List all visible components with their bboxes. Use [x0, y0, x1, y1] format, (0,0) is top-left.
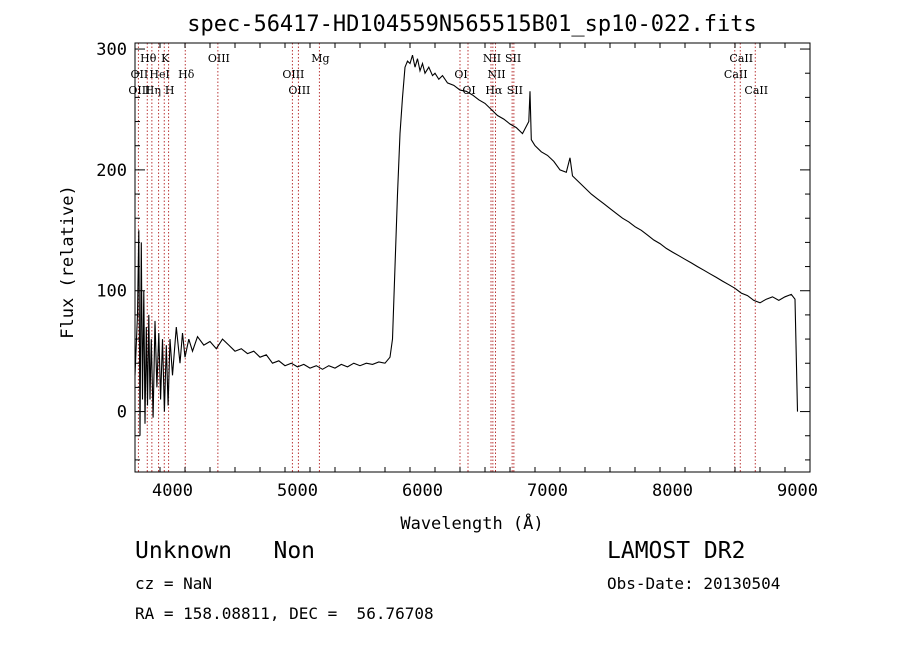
x-tick-label: 6000 — [402, 481, 443, 501]
obs-date-label: Obs-Date: 20130504 — [607, 574, 781, 593]
spectral-line-label: CaII — [724, 68, 748, 81]
spectral-line-label: SII — [505, 52, 521, 65]
spectral-line-label: Hα — [485, 84, 503, 97]
spectral-line-label: OIII — [208, 52, 230, 65]
spectral-line-label: H — [165, 84, 175, 97]
x-tick-label: 9000 — [777, 481, 818, 501]
spectral-line-label: OIII — [288, 84, 310, 97]
spectral-line-label: OI — [462, 84, 475, 97]
coordinates-label: RA = 158.08811, DEC = 56.76708 — [135, 604, 434, 623]
y-tick-label: 200 — [96, 161, 127, 181]
spectral-line-markers — [137, 43, 756, 472]
spectral-line-label: NII — [483, 52, 501, 65]
x-tick-label: 7000 — [527, 481, 568, 501]
spectral-line-label: NII — [487, 68, 505, 81]
redshift-label: cz = NaN — [135, 574, 213, 593]
spectral-line-label: HeI — [149, 68, 169, 81]
spectral-line-label: SII — [507, 84, 523, 97]
y-tick-label: 0 — [117, 403, 127, 423]
x-axis-ticks: 4000 5000 6000 7000 8000 9000 — [134, 43, 818, 501]
spectral-line-label: Hθ — [140, 52, 157, 65]
y-tick-label: 300 — [96, 40, 127, 60]
spectral-line-label: CaII — [729, 52, 753, 65]
x-tick-label: 8000 — [652, 481, 693, 501]
x-tick-label: 5000 — [277, 481, 318, 501]
classification-label: Unknown Non — [135, 538, 316, 564]
spectral-line-label: OIII — [282, 68, 304, 81]
spectrum-line — [134, 54, 799, 436]
spectral-line-label: CaII — [744, 84, 768, 97]
y-tick-label: 100 — [96, 282, 127, 302]
x-axis-label: Wavelength (Å) — [400, 512, 543, 534]
plot-frame — [134, 42, 811, 473]
spectral-line-label: Hδ — [178, 68, 195, 81]
spectral-line-label: K — [161, 52, 170, 65]
spectral-line-label: OI — [454, 68, 467, 81]
y-axis-ticks: 0 100 200 300 — [96, 40, 810, 461]
x-tick-label: 4000 — [152, 481, 193, 501]
spectral-line-label: OII — [131, 68, 149, 81]
chart-title: spec-56417-HD104559N565515B01_sp10-022.f… — [187, 12, 757, 37]
spectral-line-label: Hη — [145, 84, 161, 97]
survey-label: LAMOST DR2 — [607, 538, 746, 564]
spectral-line-label: Mg — [311, 52, 329, 65]
y-axis-label: Flux (relative) — [58, 185, 78, 339]
spectral-line-label: OIII — [128, 84, 150, 97]
